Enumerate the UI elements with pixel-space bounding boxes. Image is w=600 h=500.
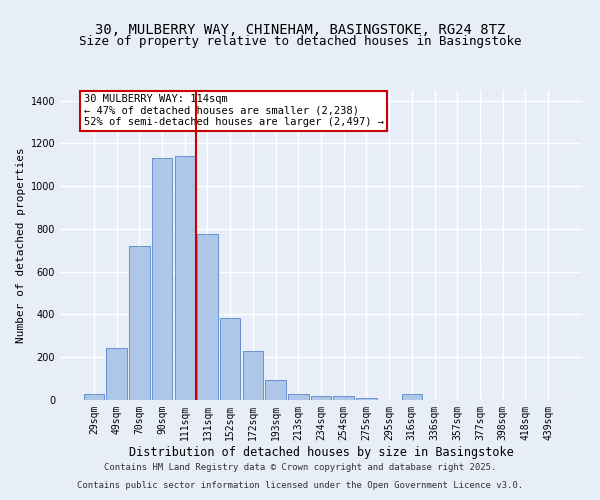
Text: Size of property relative to detached houses in Basingstoke: Size of property relative to detached ho… — [79, 35, 521, 48]
Text: 30, MULBERRY WAY, CHINEHAM, BASINGSTOKE, RG24 8TZ: 30, MULBERRY WAY, CHINEHAM, BASINGSTOKE,… — [95, 22, 505, 36]
Bar — [401, 394, 422, 400]
X-axis label: Distribution of detached houses by size in Basingstoke: Distribution of detached houses by size … — [128, 446, 514, 458]
Y-axis label: Number of detached properties: Number of detached properties — [16, 147, 26, 343]
Text: Contains public sector information licensed under the Open Government Licence v3: Contains public sector information licen… — [77, 481, 523, 490]
Bar — [356, 398, 377, 400]
Bar — [288, 394, 308, 400]
Bar — [175, 156, 195, 400]
Bar — [311, 396, 331, 400]
Text: Contains HM Land Registry data © Crown copyright and database right 2025.: Contains HM Land Registry data © Crown c… — [104, 464, 496, 472]
Bar — [242, 352, 263, 400]
Bar — [334, 396, 354, 400]
Bar — [106, 348, 127, 400]
Bar — [129, 246, 149, 400]
Bar — [197, 234, 218, 400]
Bar — [265, 380, 286, 400]
Bar — [220, 318, 241, 400]
Bar — [84, 394, 104, 400]
Text: 30 MULBERRY WAY: 114sqm
← 47% of detached houses are smaller (2,238)
52% of semi: 30 MULBERRY WAY: 114sqm ← 47% of detache… — [84, 94, 384, 128]
Bar — [152, 158, 172, 400]
